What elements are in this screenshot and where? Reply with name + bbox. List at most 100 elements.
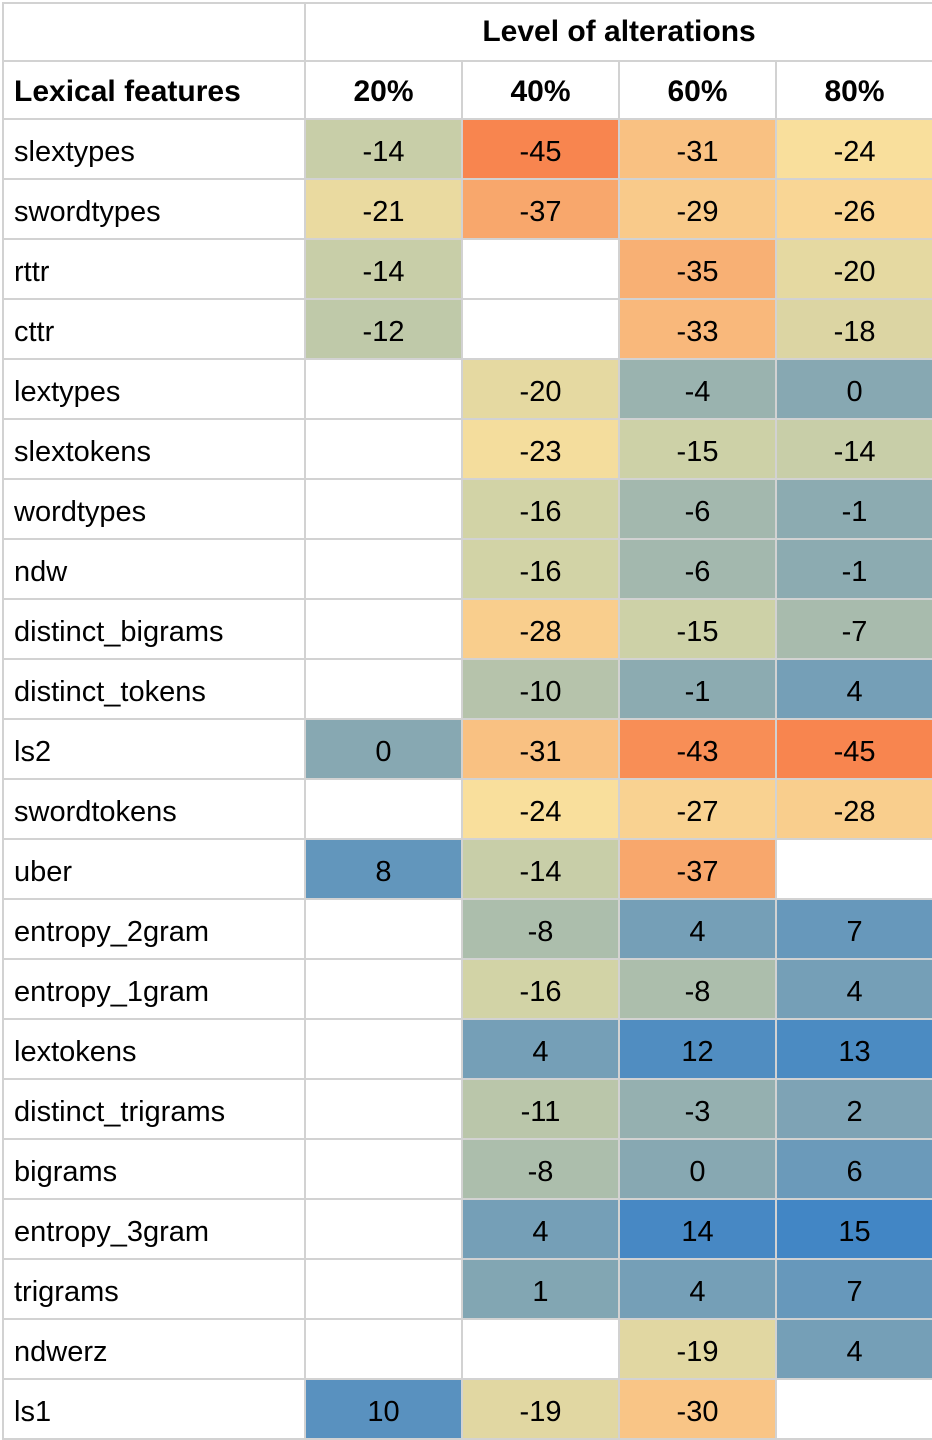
heatmap-cell[interactable]: -37 [618, 838, 777, 900]
heatmap-cell[interactable] [461, 1318, 620, 1380]
heatmap-cell[interactable]: -1 [774, 478, 932, 540]
feature-label-cell[interactable]: entropy_3gram [2, 1198, 306, 1260]
heatmap-cell[interactable]: -16 [461, 478, 620, 540]
heatmap-cell[interactable] [304, 1018, 463, 1080]
heatmap-cell[interactable]: -14 [461, 838, 620, 900]
heatmap-cell[interactable]: -45 [774, 718, 932, 780]
heatmap-cell[interactable]: 7 [774, 898, 932, 960]
heatmap-cell[interactable]: 12 [618, 1018, 777, 1080]
heatmap-cell[interactable]: 0 [618, 1138, 777, 1200]
heatmap-cell[interactable]: -1 [618, 658, 777, 720]
heatmap-cell[interactable]: 14 [618, 1198, 777, 1260]
heatmap-cell[interactable]: 4 [774, 1318, 932, 1380]
feature-label-cell[interactable]: slextokens [2, 418, 306, 480]
feature-label-cell[interactable]: swordtokens [2, 778, 306, 840]
heatmap-cell[interactable]: 4 [461, 1018, 620, 1080]
heatmap-cell[interactable]: 4 [774, 658, 932, 720]
heatmap-cell[interactable] [774, 838, 932, 900]
heatmap-cell[interactable]: -18 [774, 298, 932, 360]
heatmap-cell[interactable] [304, 658, 463, 720]
heatmap-cell[interactable] [304, 958, 463, 1020]
heatmap-cell[interactable] [304, 358, 463, 420]
heatmap-cell[interactable]: -24 [774, 118, 932, 180]
heatmap-cell[interactable]: -29 [618, 178, 777, 240]
heatmap-cell[interactable]: -3 [618, 1078, 777, 1140]
heatmap-cell[interactable]: 6 [774, 1138, 932, 1200]
heatmap-cell[interactable] [304, 898, 463, 960]
group-title[interactable]: Level of alterations [303, 2, 932, 62]
heatmap-cell[interactable]: 0 [774, 358, 932, 420]
heatmap-cell[interactable] [304, 1078, 463, 1140]
heatmap-cell[interactable]: -26 [774, 178, 932, 240]
heatmap-cell[interactable] [304, 538, 463, 600]
heatmap-cell[interactable]: -23 [461, 418, 620, 480]
heatmap-cell[interactable] [304, 1318, 463, 1380]
heatmap-cell[interactable]: -8 [461, 1138, 620, 1200]
heatmap-cell[interactable]: -20 [461, 358, 620, 420]
heatmap-cell[interactable]: -43 [618, 718, 777, 780]
feature-label-cell[interactable]: distinct_tokens [2, 658, 306, 720]
corner-cell[interactable] [2, 2, 306, 62]
heatmap-cell[interactable]: -8 [618, 958, 777, 1020]
heatmap-cell[interactable]: -11 [461, 1078, 620, 1140]
heatmap-cell[interactable]: -19 [461, 1378, 620, 1440]
heatmap-cell[interactable]: -14 [304, 238, 463, 300]
heatmap-cell[interactable]: 2 [774, 1078, 932, 1140]
feature-label-cell[interactable]: swordtypes [2, 178, 306, 240]
heatmap-cell[interactable]: 15 [774, 1198, 932, 1260]
heatmap-cell[interactable]: 4 [774, 958, 932, 1020]
heatmap-cell[interactable] [304, 418, 463, 480]
heatmap-cell[interactable] [304, 598, 463, 660]
column-header-80[interactable]: 80% [774, 60, 932, 120]
heatmap-cell[interactable] [304, 1258, 463, 1320]
feature-label-cell[interactable]: cttr [2, 298, 306, 360]
heatmap-cell[interactable]: 4 [618, 1258, 777, 1320]
heatmap-cell[interactable]: -31 [618, 118, 777, 180]
heatmap-cell[interactable]: -15 [618, 418, 777, 480]
heatmap-cell[interactable]: -45 [461, 118, 620, 180]
heatmap-cell[interactable]: 0 [304, 718, 463, 780]
heatmap-cell[interactable]: -31 [461, 718, 620, 780]
feature-label-cell[interactable]: entropy_2gram [2, 898, 306, 960]
heatmap-cell[interactable]: -6 [618, 478, 777, 540]
feature-label-cell[interactable]: ndw [2, 538, 306, 600]
heatmap-cell[interactable]: -14 [304, 118, 463, 180]
feature-label-cell[interactable]: entropy_1gram [2, 958, 306, 1020]
heatmap-cell[interactable]: -33 [618, 298, 777, 360]
column-header-60[interactable]: 60% [618, 60, 777, 120]
heatmap-cell[interactable] [774, 1378, 932, 1440]
heatmap-cell[interactable] [304, 478, 463, 540]
feature-label-cell[interactable]: trigrams [2, 1258, 306, 1320]
heatmap-cell[interactable]: -19 [618, 1318, 777, 1380]
feature-label-cell[interactable]: slextypes [2, 118, 306, 180]
heatmap-cell[interactable]: -24 [461, 778, 620, 840]
heatmap-cell[interactable]: -12 [304, 298, 463, 360]
column-header-40[interactable]: 40% [461, 60, 620, 120]
heatmap-cell[interactable]: -6 [618, 538, 777, 600]
feature-label-cell[interactable]: ls1 [2, 1378, 306, 1440]
feature-label-cell[interactable]: rttr [2, 238, 306, 300]
heatmap-cell[interactable]: 7 [774, 1258, 932, 1320]
heatmap-cell[interactable]: -16 [461, 538, 620, 600]
heatmap-cell[interactable]: -8 [461, 898, 620, 960]
feature-label-cell[interactable]: wordtypes [2, 478, 306, 540]
heatmap-cell[interactable]: -10 [461, 658, 620, 720]
heatmap-cell[interactable]: -20 [774, 238, 932, 300]
feature-label-cell[interactable]: distinct_bigrams [2, 598, 306, 660]
heatmap-cell[interactable]: 13 [774, 1018, 932, 1080]
heatmap-cell[interactable]: -7 [774, 598, 932, 660]
row-label-header[interactable]: Lexical features [2, 60, 306, 120]
feature-label-cell[interactable]: lextokens [2, 1018, 306, 1080]
heatmap-cell[interactable]: 10 [304, 1378, 463, 1440]
heatmap-cell[interactable]: -15 [618, 598, 777, 660]
heatmap-cell[interactable] [304, 778, 463, 840]
feature-label-cell[interactable]: distinct_trigrams [2, 1078, 306, 1140]
heatmap-cell[interactable] [304, 1198, 463, 1260]
heatmap-cell[interactable]: 4 [618, 898, 777, 960]
heatmap-cell[interactable]: -28 [461, 598, 620, 660]
feature-label-cell[interactable]: uber [2, 838, 306, 900]
heatmap-cell[interactable]: 4 [461, 1198, 620, 1260]
heatmap-cell[interactable] [461, 238, 620, 300]
heatmap-cell[interactable]: -37 [461, 178, 620, 240]
heatmap-cell[interactable]: -30 [618, 1378, 777, 1440]
